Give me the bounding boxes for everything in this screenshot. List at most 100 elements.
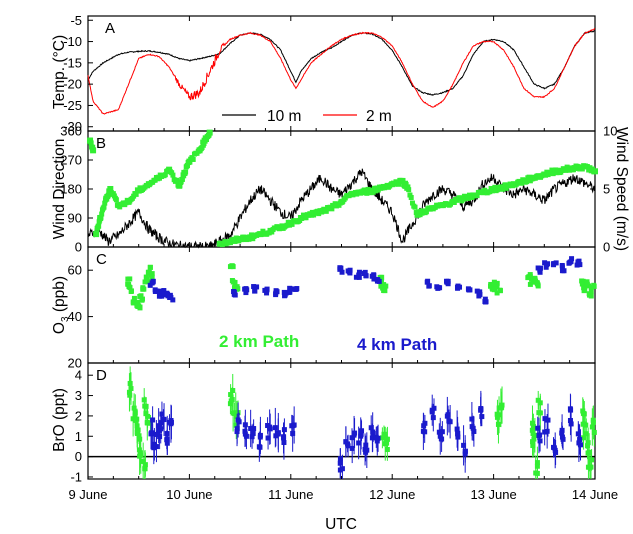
y-right-tick-label: 0: [603, 240, 610, 255]
point-2km: [588, 284, 594, 290]
wind-direction-point: [113, 197, 119, 203]
point-4km: [543, 264, 549, 270]
point-2km: [133, 417, 139, 423]
point-4km: [424, 279, 430, 285]
wind-direction-point: [206, 129, 213, 136]
legend-label-10m: 10 m: [267, 108, 301, 125]
point-4km: [287, 285, 293, 291]
wind-direction-point: [378, 185, 384, 191]
wind-direction-point: [201, 140, 207, 146]
wind-direction-point: [299, 215, 305, 221]
point-2km: [492, 286, 498, 292]
annotation-4km-path: 4 km Path: [357, 335, 437, 354]
wind-direction-point: [373, 188, 379, 194]
point-4km: [421, 423, 427, 429]
wind-direction-point: [375, 187, 381, 193]
point-4km: [349, 435, 355, 441]
y-tick-label: 40: [68, 309, 82, 324]
wind-direction-point: [502, 182, 508, 188]
point-4km: [286, 289, 292, 295]
wind-direction-point: [449, 199, 455, 205]
point-4km: [575, 431, 581, 437]
y-tick-label: 3: [75, 388, 82, 403]
point-4km: [435, 285, 441, 291]
point-2km: [134, 303, 140, 309]
point-2km: [141, 397, 147, 403]
wind-direction-point: [88, 140, 94, 146]
point-2km: [149, 271, 155, 277]
point-2km: [232, 281, 238, 287]
wind-direction-point: [170, 172, 176, 178]
point-4km: [422, 429, 428, 435]
wind-direction-point: [287, 222, 293, 228]
wind-direction-point: [98, 214, 104, 220]
wind-direction-point: [530, 176, 536, 182]
point-4km: [535, 425, 541, 431]
point-4km: [275, 431, 281, 437]
point-4km: [243, 290, 249, 296]
point-2km: [494, 411, 500, 417]
point-4km: [575, 259, 581, 265]
wind-direction-point: [579, 166, 585, 172]
point-2km: [235, 286, 241, 292]
wind-direction-point: [184, 162, 190, 168]
wind-direction-point: [162, 172, 168, 178]
point-4km: [273, 292, 279, 298]
wind-direction-point: [179, 176, 185, 182]
x-tick-label: 9 June: [68, 487, 107, 502]
point-4km: [363, 449, 369, 455]
wind-direction-point: [499, 186, 505, 192]
panel-label-d: D: [96, 367, 107, 384]
wind-direction-point: [186, 160, 192, 166]
wind-direction-point: [307, 211, 313, 217]
wind-direction-point: [543, 172, 549, 178]
wind-direction-point: [365, 186, 371, 192]
point-4km: [550, 261, 556, 267]
series-line-2m: [87, 27, 596, 115]
y-axis-label-bro: BrO (ppt): [51, 388, 68, 452]
wind-direction-point: [303, 215, 309, 221]
point-4km: [349, 445, 355, 451]
wind-direction-point: [396, 181, 402, 187]
point-4km: [439, 429, 445, 435]
x-axis-label: UTC: [325, 516, 357, 533]
wind-direction-point: [364, 190, 370, 196]
y-tick-label: 180: [60, 182, 82, 197]
legend: 10 m 2 m: [222, 108, 392, 125]
point-4km: [478, 406, 484, 412]
point-4km: [368, 425, 374, 431]
point-2km: [147, 420, 153, 426]
point-2km: [535, 397, 541, 403]
point-2km: [530, 439, 536, 445]
point-4km: [445, 281, 451, 287]
point-2km: [127, 284, 133, 290]
point-4km: [273, 288, 279, 294]
x-tick-label: 11 June: [268, 487, 313, 502]
point-2km: [146, 269, 152, 275]
point-2km: [532, 275, 538, 281]
point-2km: [137, 450, 143, 456]
wind-direction-point: [459, 198, 465, 204]
wind-direction-point: [101, 204, 107, 210]
point-4km: [283, 290, 289, 296]
point-4km: [164, 436, 170, 442]
point-4km: [457, 284, 463, 290]
point-4km: [455, 431, 461, 437]
y-tick-label: -15: [63, 55, 82, 70]
point-2km: [128, 288, 134, 294]
wind-direction-point: [406, 187, 412, 193]
point-4km: [292, 286, 298, 292]
point-4km: [426, 283, 432, 289]
point-2km: [583, 431, 589, 437]
wind-direction-point: [94, 230, 100, 236]
point-2km: [580, 278, 586, 284]
point-4km: [477, 289, 483, 295]
point-4km: [576, 440, 582, 446]
point-4km: [553, 260, 559, 266]
point-4km: [249, 434, 255, 440]
point-4km: [479, 414, 485, 420]
point-2km: [531, 436, 537, 442]
y-axis-label-wind-speed: Wind Speed (m/s): [613, 127, 630, 251]
wind-direction-point: [428, 205, 434, 211]
wind-direction-point: [133, 191, 139, 197]
